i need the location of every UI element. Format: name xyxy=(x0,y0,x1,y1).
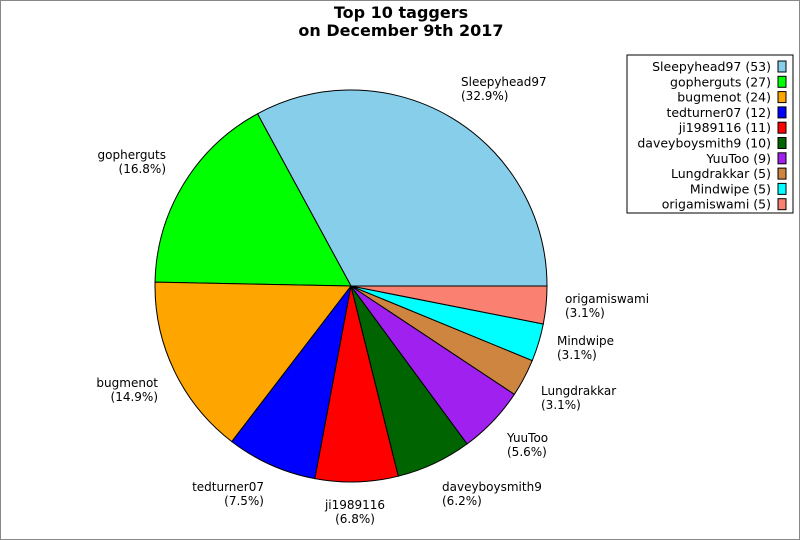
slice-label-percent-tedturner07: (7.5%) xyxy=(224,494,264,508)
legend-label-ji1989116: ji1989116 (11) xyxy=(678,120,771,135)
pie-slice-gopherguts xyxy=(154,113,352,287)
legend-swatch-gopherguts xyxy=(777,75,787,88)
slice-label-name-tedturner07: tedturner07 xyxy=(192,480,264,494)
slice-label-percent-lungdrakkar: (3.1%) xyxy=(541,398,581,412)
slice-label-percent-origamiswami: (3.1%) xyxy=(565,306,605,320)
slice-labels: Sleepyhead97(32.9%) gopherguts(16.8%) bugm… xyxy=(96,75,649,526)
legend-swatch-mindwipe xyxy=(777,182,787,195)
legend-label-gopherguts: gopherguts (27) xyxy=(670,74,771,89)
slice-label-percent-mindwipe: (3.1%) xyxy=(557,348,597,362)
slice-label-name-lungdrakkar: Lungdrakkar xyxy=(541,384,616,398)
pie-slice-bugmenot xyxy=(154,281,352,443)
legend-label-lungdrakkar: Lungdrakkar (5) xyxy=(671,166,771,181)
slice-label-percent-gopherguts: (16.8%) xyxy=(119,162,166,176)
slice-label-name-gopherguts: gopherguts xyxy=(98,148,166,162)
legend-swatch-origamiswami xyxy=(777,198,787,211)
slice-label-percent-sleepyhead97: (32.9%) xyxy=(461,89,508,103)
legend-label-origamiswami: origamiswami (5) xyxy=(662,197,771,212)
legend-swatch-sleepyhead97 xyxy=(777,60,787,73)
slice-label-percent-daveyboysmith9: (6.2%) xyxy=(442,494,482,508)
legend-label-bugmenot: bugmenot (24) xyxy=(677,90,771,105)
legend-swatch-lungdrakkar xyxy=(777,167,787,180)
chart-title-line-1: Top 10 taggers xyxy=(334,3,468,22)
legend-swatch-ji1989116 xyxy=(777,121,787,134)
slice-label-percent-ji1989116: (6.8%) xyxy=(335,512,375,526)
slice-label-name-yuutoo: YuuToo xyxy=(506,431,548,445)
slice-label-name-origamiswami: origamiswami xyxy=(565,292,649,306)
slice-label-name-ji1989116: ji1989116 xyxy=(324,498,385,512)
legend-swatch-daveyboysmith9 xyxy=(777,137,787,149)
legend-label-daveyboysmith9: daveyboysmith9 (10) xyxy=(637,136,771,151)
slice-label-percent-yuutoo: (5.6%) xyxy=(507,445,547,459)
legend-label-tedturner07: tedturner07 (12) xyxy=(666,105,771,120)
legend-swatch-tedturner07 xyxy=(777,106,787,119)
legend-label-yuutoo: YuuToo (9) xyxy=(705,151,771,166)
slice-label-name-bugmenot: bugmenot xyxy=(96,376,158,390)
legend-box xyxy=(626,54,794,214)
pie-slice-sleepyhead97 xyxy=(256,89,548,287)
slice-label-name-mindwipe: Mindwipe xyxy=(557,334,614,348)
legend-label-sleepyhead97: Sleepyhead97 (53) xyxy=(652,59,771,74)
slice-label-name-sleepyhead97: Sleepyhead97 xyxy=(461,75,547,89)
legend: Sleepyhead97 (53)gopherguts (27)bugmenot… xyxy=(626,54,794,214)
legend-swatch-yuutoo xyxy=(777,152,787,165)
legend-label-mindwipe: Mindwipe (5) xyxy=(690,181,771,196)
legend-swatch-bugmenot xyxy=(777,91,787,104)
pie-slices xyxy=(154,89,548,483)
pie-slice-origamiswami xyxy=(350,285,548,325)
slice-label-percent-bugmenot: (14.9%) xyxy=(111,390,158,404)
chart-title-line-2: on December 9th 2017 xyxy=(298,21,503,40)
slice-label-name-daveyboysmith9: daveyboysmith9 xyxy=(442,480,542,494)
